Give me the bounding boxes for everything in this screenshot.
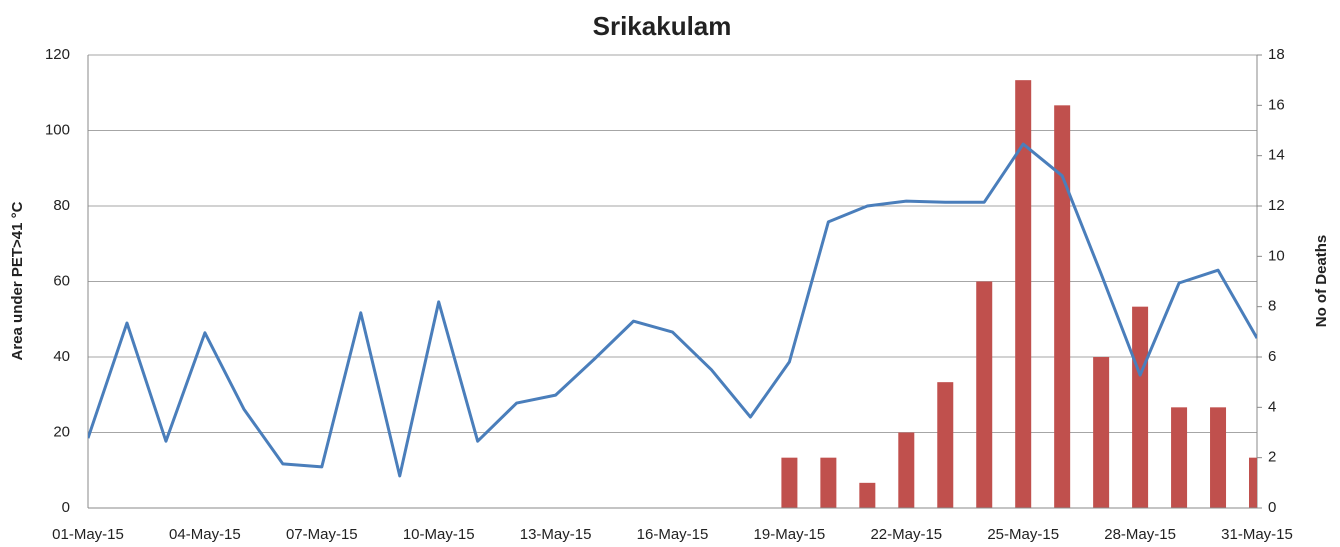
y2-axis-title: No of Deaths <box>1313 235 1330 328</box>
y2-tick-label: 2 <box>1268 449 1276 466</box>
x-tick-label: 25-May-15 <box>987 526 1059 543</box>
y2-tick-label: 16 <box>1268 96 1285 113</box>
bar <box>1249 457 1257 508</box>
x-tick-label: 22-May-15 <box>870 526 942 543</box>
x-tick-label: 13-May-15 <box>520 526 592 543</box>
bar <box>1132 306 1149 508</box>
plot-area <box>88 80 1257 509</box>
bar <box>937 382 954 508</box>
x-tick-label: 07-May-15 <box>286 526 358 543</box>
bar <box>1054 105 1071 508</box>
bar <box>1171 407 1188 508</box>
x-tick-label: 28-May-15 <box>1104 526 1176 543</box>
bar <box>859 482 876 508</box>
x-tick-label: 01-May-15 <box>52 526 124 543</box>
y-tick-label: 120 <box>45 46 70 63</box>
x-tick-label: 16-May-15 <box>637 526 709 543</box>
x-tick-label: 31-May-15 <box>1221 526 1293 543</box>
y2-tick-label: 6 <box>1268 348 1276 365</box>
y-axis-title: Area under PET>41 °C <box>9 201 26 360</box>
y2-tick-label: 10 <box>1268 247 1285 264</box>
bar <box>1015 80 1032 509</box>
x-tick-label: 19-May-15 <box>754 526 826 543</box>
y2-tick-label: 4 <box>1268 398 1276 415</box>
bar <box>1210 407 1227 508</box>
y2-tick-label: 14 <box>1268 147 1285 164</box>
y2-tick-label: 12 <box>1268 197 1285 214</box>
x-tick-label: 04-May-15 <box>169 526 241 543</box>
bar <box>898 432 915 508</box>
bar <box>781 457 798 508</box>
bar <box>1093 357 1110 508</box>
bar <box>976 281 993 508</box>
y-tick-label: 80 <box>53 197 70 214</box>
y2-tick-label: 0 <box>1268 499 1276 516</box>
y-tick-label: 0 <box>62 499 70 516</box>
chart-title: Srikakulam <box>593 11 732 41</box>
bar <box>820 457 837 508</box>
y2-tick-label: 8 <box>1268 298 1276 315</box>
y-tick-label: 40 <box>53 348 70 365</box>
y2-tick-label: 18 <box>1268 46 1285 63</box>
y-tick-label: 60 <box>53 272 70 289</box>
y-tick-label: 20 <box>53 423 70 440</box>
line <box>88 142 1257 478</box>
y-tick-label: 100 <box>45 121 70 138</box>
x-tick-label: 10-May-15 <box>403 526 475 543</box>
